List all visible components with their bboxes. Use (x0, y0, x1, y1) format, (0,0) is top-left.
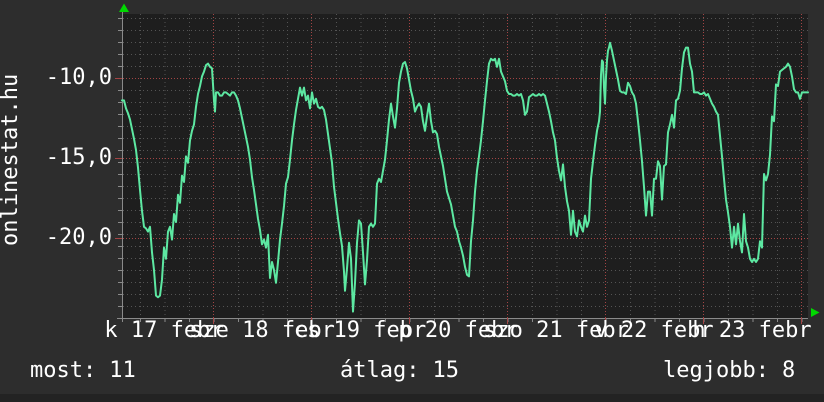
x-tick-label: h 23 febr (692, 318, 812, 343)
y-tick-label: -20,0 (45, 225, 112, 250)
x-tick-label: sze 18 febr (189, 318, 335, 343)
y-tick-label: -15,0 (45, 145, 112, 170)
y-tick-label: -10,0 (45, 65, 112, 90)
stat-atlag-value: 15 (432, 358, 459, 383)
x-tick-label: cs 19 febr (293, 318, 427, 343)
bottom-strip (0, 394, 824, 402)
stat-most: most: 11 (30, 357, 136, 385)
stat-most-label: most: (30, 358, 97, 383)
stat-atlag-label: átlag: (340, 358, 420, 383)
stat-atlag: átlag: 15 (340, 357, 459, 385)
grid-major (123, 14, 808, 318)
stat-legjobb-value: 8 (781, 358, 796, 383)
x-tick-label: szo 21 febr (483, 318, 629, 343)
grid-minor (123, 14, 808, 318)
x-tick-label: v 22 febr (594, 318, 714, 343)
stat-most-value: 11 (109, 358, 136, 383)
axes-major-ticks (115, 78, 802, 324)
data-line (121, 41, 809, 313)
stat-legjobb: legjobb: 8 (663, 357, 795, 385)
plot-area (122, 14, 808, 318)
x-tick-label: k 17 febr (104, 318, 224, 343)
stat-legjobb-label: legjobb: (663, 358, 769, 383)
arrow-right-icon (811, 308, 820, 317)
x-tick-label: p 20 febr (398, 318, 518, 343)
arrow-up-icon (119, 3, 129, 12)
axes (117, 10, 808, 322)
stats-bar: most: 11 átlag: 15 legjobb: 8 (0, 357, 824, 385)
